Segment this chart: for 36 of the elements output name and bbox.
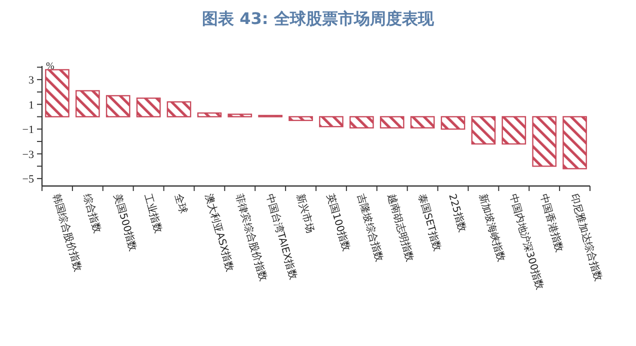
bar — [288, 116, 313, 122]
y-tick-label: −3 — [22, 148, 34, 161]
bar — [440, 116, 466, 130]
y-tick-label: −1 — [22, 124, 34, 136]
bar — [410, 116, 435, 128]
y-tick-label: 1 — [28, 99, 34, 112]
bar — [136, 98, 161, 118]
bar — [532, 116, 556, 167]
x-tick-label: 澳大利亚ASX指数 — [202, 192, 236, 273]
x-tick-label: 工业指数 — [142, 192, 164, 234]
x-tick-label: 吉隆坡综合指数 — [354, 192, 386, 264]
x-tick-label: 中国香港指数 — [537, 192, 566, 254]
bar — [562, 116, 587, 170]
chart-title: 图表 43: 全球股票市场周度表现 — [202, 9, 435, 28]
bar — [197, 112, 222, 118]
bar — [319, 116, 344, 128]
y-tick-label: 3 — [28, 74, 34, 87]
y-tick-label: −5 — [22, 174, 34, 186]
x-tick-label: 美国500指数 — [111, 192, 140, 253]
bar — [166, 101, 192, 118]
x-tick-label: 新加坡海峡指数 — [476, 192, 508, 264]
x-tick-label: 印尼雅加达综合指数 — [568, 192, 604, 282]
x-tick-label: 越南胡志明指数 — [385, 192, 416, 264]
bar — [228, 114, 252, 118]
bar — [350, 116, 374, 128]
bar — [76, 90, 100, 118]
x-tick-label: 全球 — [172, 192, 190, 216]
x-tick-label: 泰国SET指数 — [416, 192, 444, 252]
bar — [471, 116, 496, 145]
x-tick-label: 225指数 — [446, 192, 468, 234]
x-tick-label: 新兴市场 — [294, 192, 316, 234]
bar — [45, 69, 70, 118]
bar — [380, 116, 404, 128]
bar — [106, 95, 130, 118]
x-tick-label: 英国100指数 — [324, 192, 352, 253]
bar — [502, 116, 526, 145]
